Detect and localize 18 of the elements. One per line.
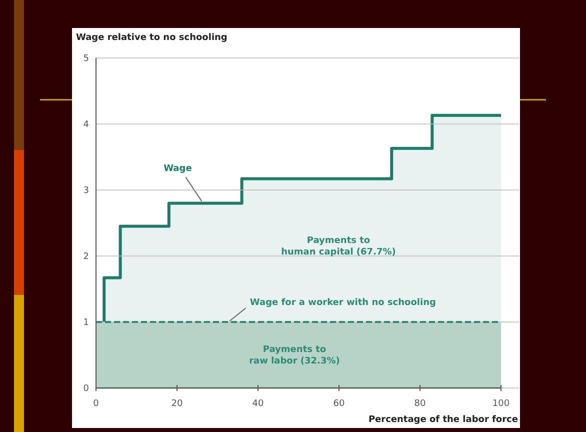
y-tick-label: 5 [83, 54, 89, 64]
text: Wage [164, 164, 192, 174]
x-axis-title: Percentage of the labor force [368, 415, 518, 425]
x-tick-label: 100 [492, 399, 510, 409]
ref-line-label: Wage for a worker with no schooling [250, 298, 436, 308]
annotation: Payments to human capital (67.7%) [281, 236, 396, 258]
y-axis-title: Wage relative to no schooling [76, 33, 228, 43]
y-tick-label: 1 [83, 318, 89, 328]
x-tick-label: 0 [93, 399, 100, 409]
x-tick-label: 60 [333, 399, 345, 409]
y-tick-label: 3 [83, 186, 89, 196]
x-tick-label: 80 [414, 399, 426, 409]
x-tick-label: 20 [171, 399, 183, 409]
y-tick-label: 2 [83, 252, 89, 262]
y-tick-label: 0 [83, 384, 90, 394]
x-tick-label: 40 [252, 399, 264, 409]
y-tick-label: 4 [83, 120, 90, 130]
band-label: Payments to raw labor (32.3%) [249, 345, 340, 367]
